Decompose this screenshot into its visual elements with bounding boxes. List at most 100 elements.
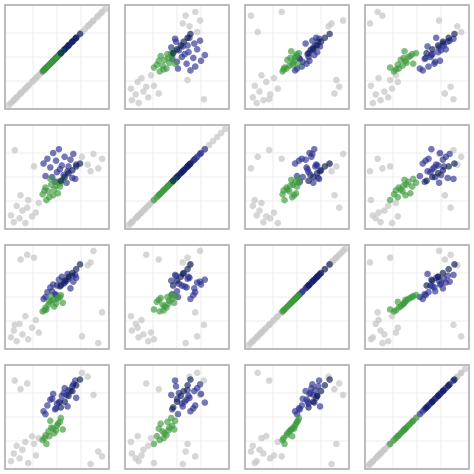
scatter-point-dark-navy (184, 265, 191, 273)
scatter-point-dark-navy (69, 387, 76, 395)
scatter-point-dark-navy (173, 398, 181, 405)
scatter-point-blue-group (172, 38, 180, 45)
scatter-point-grey-group (256, 207, 263, 214)
scatter-point-grey-group (17, 385, 24, 393)
scatter-point-green-group (165, 300, 172, 308)
scatter-point-blue-group (51, 406, 59, 413)
scatter-point-grey-group (392, 199, 400, 207)
scatter-point-green-group (409, 60, 417, 68)
scatter-point-grey-group (200, 95, 208, 103)
scatter-point-blue-group (444, 174, 452, 182)
scatter-point-grey-group (457, 333, 465, 340)
scatter-point-dark-navy (439, 269, 447, 277)
scatter-point-blue-group (201, 145, 209, 153)
scatter-point-green-group (57, 414, 65, 422)
scatter-point-grey-group (17, 256, 24, 263)
scatter-point-grey-group (375, 209, 382, 216)
scatter-point-green-group (170, 299, 178, 307)
scatter-point-grey-group (379, 448, 386, 455)
scatter-point-green-group (171, 60, 179, 68)
scatter-point-blue-group (70, 150, 77, 158)
scatter-point-blue-group (446, 278, 453, 285)
scatter-point-grey-group (328, 460, 335, 468)
scatter-point-grey-group (13, 202, 20, 210)
scatter-point-green-group (401, 176, 408, 184)
scatter-point-blue-group (309, 150, 316, 158)
scatter-point-grey-group (333, 76, 340, 84)
scatter-point-grey-group (127, 219, 135, 227)
scatter-point-blue-group (428, 145, 435, 153)
scatter-point-grey-group (24, 335, 32, 343)
scatter-point-green-group (281, 440, 288, 448)
scatter-point-grey-group (384, 94, 392, 101)
scatter-point-grey-group (331, 385, 338, 393)
scatter-point-grey-group (127, 438, 135, 446)
scatter-point-green-group (280, 307, 287, 314)
scatter-point-grey-group (23, 251, 31, 259)
scatter-point-grey-group (147, 71, 155, 79)
scatter-point-grey-group (135, 99, 142, 107)
scatter-point-dark-navy (57, 404, 65, 411)
scatter-point-blue-group (302, 156, 309, 164)
scatter-point-dark-navy (434, 42, 442, 49)
scatter-point-blue-group (42, 410, 49, 418)
scatter-point-grey-group (134, 324, 141, 332)
scatter-point-blue-group (72, 394, 80, 402)
scatter-point-grey-group (328, 167, 335, 175)
scatter-point-grey-group (265, 95, 273, 103)
scatter-point-blue-group (304, 166, 311, 173)
scatter-point-green-group (392, 187, 400, 194)
scatter-point-grey-group (450, 321, 457, 329)
panel-r4-c3 (244, 364, 350, 470)
scatter-point-grey-group (87, 259, 94, 266)
scatter-point-green-group (46, 193, 53, 201)
scatter-point-green-group (392, 434, 400, 442)
scatter-point-blue-group (184, 275, 191, 283)
scatter-point-grey-group (179, 460, 187, 468)
scatter-point-blue-group (191, 63, 199, 70)
scatter-point-grey-group (265, 321, 273, 329)
scatter-point-blue-group (436, 149, 444, 157)
scatter-point-grey-group (132, 454, 140, 462)
scatter-point-grey-group (388, 219, 396, 227)
scatter-point-dark-navy (326, 30, 333, 38)
panel-r3-c1 (4, 244, 110, 350)
panel-r4-c1 (4, 364, 110, 470)
scatter-point-green-group (280, 187, 287, 194)
scatter-point-grey-group (372, 214, 380, 222)
scatter-point-green-group (157, 294, 164, 302)
scatter-point-grey-group (186, 22, 193, 30)
scatter-point-green-group (286, 54, 294, 62)
scatter-point-green-group (409, 417, 417, 425)
scatter-point-blue-group (416, 65, 424, 72)
scatter-point-grey-group (374, 453, 381, 460)
scatter-point-dark-navy (439, 38, 447, 45)
scatter-point-grey-group (22, 438, 29, 446)
scatter-point-grey-group (274, 219, 282, 227)
scatter-point-green-group (394, 298, 402, 306)
scatter-point-grey-group (135, 334, 142, 341)
scatter-point-grey-group (441, 191, 449, 199)
scatter-point-green-group (386, 64, 394, 71)
scatter-point-grey-group (150, 82, 158, 90)
scatter-point-grey-group (331, 90, 338, 97)
scatter-point-dark-navy (434, 273, 442, 281)
scatter-point-grey-group (247, 448, 255, 455)
scatter-point-blue-group (183, 60, 190, 68)
scatter-point-dark-navy (72, 382, 80, 389)
scatter-point-grey-group (87, 167, 94, 175)
scatter-point-grey-group (30, 440, 38, 448)
scatter-point-grey-group (379, 12, 386, 20)
scatter-point-grey-group (138, 316, 145, 324)
scatter-point-grey-group (256, 88, 263, 95)
scatter-point-blue-group (316, 403, 324, 410)
scatter-point-blue-group (190, 291, 197, 299)
scatter-point-green-group (160, 307, 167, 314)
panel-r1-c2 (124, 4, 230, 110)
scatter-point-dark-navy (451, 30, 458, 38)
scatter-point-blue-group (450, 175, 457, 183)
scatter-point-green-group (165, 427, 172, 434)
scatter-point-grey-group (78, 153, 86, 161)
scatter-point-grey-group (98, 453, 106, 460)
scatter-point-green-group (46, 292, 54, 300)
